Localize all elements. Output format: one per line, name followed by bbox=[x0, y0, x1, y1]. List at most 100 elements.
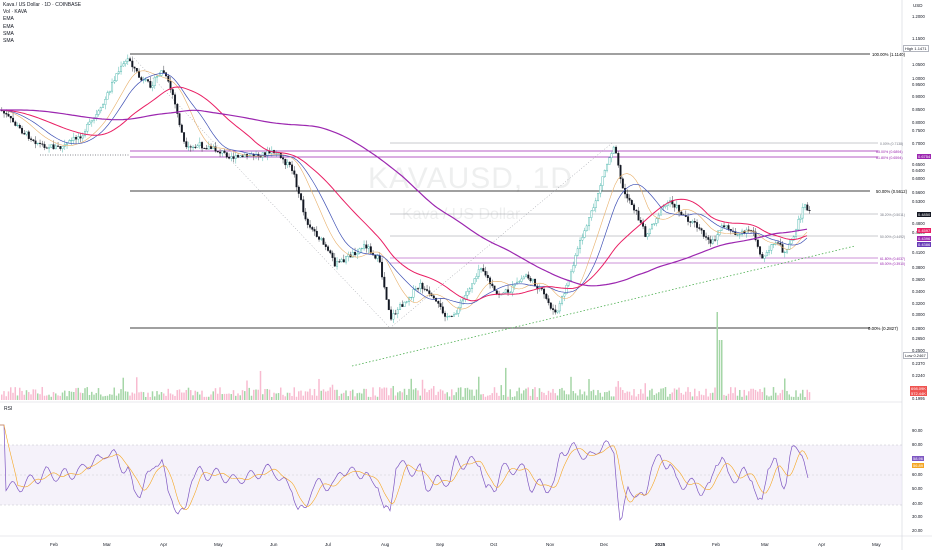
candle-body[interactable] bbox=[378, 255, 381, 263]
candle-body[interactable] bbox=[615, 146, 618, 154]
candle-body[interactable] bbox=[756, 239, 759, 247]
candle-body[interactable] bbox=[619, 165, 622, 179]
candle-body[interactable] bbox=[599, 185, 602, 194]
candle-body[interactable] bbox=[403, 301, 406, 307]
candle-body[interactable] bbox=[419, 282, 422, 289]
candle-body[interactable] bbox=[275, 152, 278, 154]
candle-body[interactable] bbox=[603, 170, 606, 177]
candle-body[interactable] bbox=[57, 145, 60, 147]
candle-body[interactable] bbox=[617, 153, 620, 166]
high-tag[interactable]: High 1.1471 bbox=[903, 45, 929, 52]
candle-body[interactable] bbox=[30, 138, 33, 140]
candle-body[interactable] bbox=[9, 115, 12, 119]
candle-body[interactable] bbox=[770, 244, 773, 251]
candle-body[interactable] bbox=[61, 146, 64, 149]
candle-body[interactable] bbox=[138, 70, 141, 78]
candle-body[interactable] bbox=[522, 276, 525, 280]
candle-body[interactable] bbox=[293, 170, 296, 175]
candle-body[interactable] bbox=[410, 297, 413, 299]
candle-body[interactable] bbox=[16, 124, 19, 126]
candle-body[interactable] bbox=[628, 197, 631, 201]
candle-body[interactable] bbox=[192, 146, 195, 148]
candle-body[interactable] bbox=[468, 288, 471, 292]
rsi-ma-line[interactable] bbox=[0, 424, 809, 511]
candle-body[interactable] bbox=[486, 274, 489, 279]
candle-body[interactable] bbox=[151, 85, 154, 88]
candle-body[interactable] bbox=[518, 281, 521, 283]
indicator-sma-2[interactable]: SMA bbox=[3, 38, 14, 45]
candle-body[interactable] bbox=[84, 131, 87, 136]
candle-body[interactable] bbox=[426, 289, 429, 291]
candle-body[interactable] bbox=[738, 234, 741, 236]
fib-label-100-top[interactable]: 100.00% (1.1140) bbox=[872, 52, 906, 57]
candle-body[interactable] bbox=[14, 121, 17, 126]
candle-body[interactable] bbox=[387, 299, 390, 311]
candle-body[interactable] bbox=[421, 282, 424, 290]
candle-body[interactable] bbox=[52, 144, 55, 150]
candle-body[interactable] bbox=[572, 265, 575, 273]
candle-body[interactable] bbox=[473, 278, 476, 284]
sma-1-tag[interactable]: 0.4386 bbox=[917, 242, 932, 247]
candle-body[interactable] bbox=[736, 234, 739, 236]
candle-body[interactable] bbox=[759, 246, 762, 255]
candle-body[interactable] bbox=[309, 224, 312, 228]
candle-body[interactable] bbox=[635, 209, 638, 212]
candle-body[interactable] bbox=[484, 271, 487, 276]
fib-label-65-lower[interactable]: 65.00% (0.3910) bbox=[880, 262, 905, 266]
candle-body[interactable] bbox=[648, 228, 651, 235]
candle-body[interactable] bbox=[135, 68, 138, 72]
candle-body[interactable] bbox=[441, 306, 444, 314]
candle-body[interactable] bbox=[156, 76, 159, 78]
candle-body[interactable] bbox=[196, 145, 199, 148]
candle-body[interactable] bbox=[232, 156, 235, 159]
candle-body[interactable] bbox=[131, 60, 134, 68]
candle-body[interactable] bbox=[360, 248, 363, 250]
candle-body[interactable] bbox=[543, 288, 546, 295]
candle-body[interactable] bbox=[201, 142, 204, 149]
candle-body[interactable] bbox=[795, 229, 798, 237]
candle-body[interactable] bbox=[390, 309, 393, 320]
candle-body[interactable] bbox=[396, 309, 399, 314]
candle-body[interactable] bbox=[180, 124, 183, 133]
candle-body[interactable] bbox=[383, 276, 386, 288]
candle-body[interactable] bbox=[804, 204, 807, 208]
ema-red-line[interactable] bbox=[0, 86, 808, 302]
fib-price-tag[interactable]: 0.6754 bbox=[917, 154, 932, 159]
ascending-support-trendline[interactable] bbox=[351, 245, 856, 367]
candle-body[interactable] bbox=[480, 268, 483, 270]
candle-body[interactable] bbox=[12, 117, 15, 123]
candle-body[interactable] bbox=[680, 211, 683, 215]
candle-body[interactable] bbox=[646, 233, 649, 237]
rsi-line[interactable] bbox=[0, 424, 809, 521]
candle-body[interactable] bbox=[248, 155, 251, 157]
candle-body[interactable] bbox=[174, 94, 177, 105]
candle-body[interactable] bbox=[41, 143, 44, 145]
candle-body[interactable] bbox=[585, 225, 588, 231]
candle-body[interactable] bbox=[520, 278, 523, 282]
candle-body[interactable] bbox=[147, 79, 150, 82]
candle-body[interactable] bbox=[241, 155, 244, 158]
candle-body[interactable] bbox=[662, 206, 665, 208]
candle-body[interactable] bbox=[286, 161, 289, 166]
candle-body[interactable] bbox=[588, 217, 591, 227]
candle-body[interactable] bbox=[34, 140, 37, 145]
sma-tan-line[interactable] bbox=[0, 70, 808, 310]
candle-body[interactable] bbox=[189, 146, 192, 148]
candle-body[interactable] bbox=[234, 155, 237, 159]
candle-body[interactable] bbox=[639, 220, 642, 223]
candle-body[interactable] bbox=[207, 146, 210, 150]
fib-label-65-upper[interactable]: 65.00% (0.6894) bbox=[876, 150, 903, 154]
candle-body[interactable] bbox=[21, 127, 24, 134]
candle-body[interactable] bbox=[700, 228, 703, 231]
candle-body[interactable] bbox=[482, 268, 485, 272]
candle-body[interactable] bbox=[169, 81, 172, 90]
candle-body[interactable] bbox=[761, 254, 764, 259]
indicator-ema-1[interactable]: EMA bbox=[3, 16, 14, 23]
candle-body[interactable] bbox=[581, 237, 584, 241]
candle-body[interactable] bbox=[727, 225, 730, 230]
candle-body[interactable] bbox=[144, 79, 147, 81]
candle-body[interactable] bbox=[549, 302, 552, 309]
candle-body[interactable] bbox=[68, 140, 71, 144]
candle-body[interactable] bbox=[446, 316, 449, 318]
